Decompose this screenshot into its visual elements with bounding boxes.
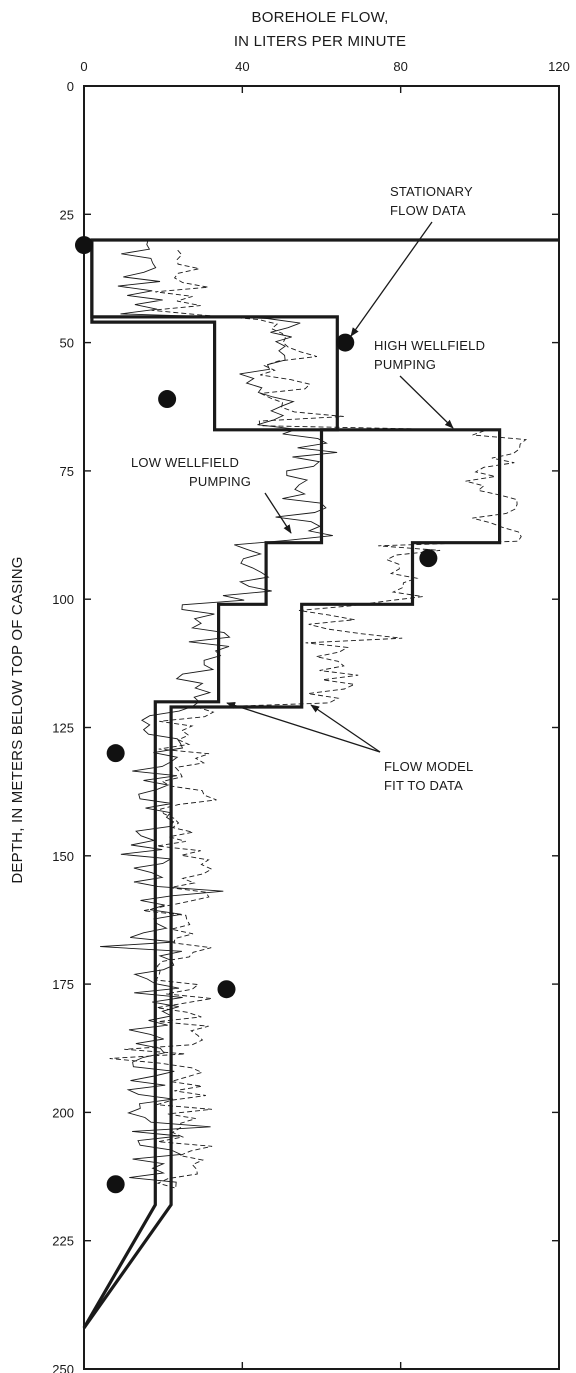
annotation-stationary-flow-data: STATIONARY FLOW DATA bbox=[350, 184, 473, 337]
y-tick-label: 25 bbox=[60, 207, 74, 222]
low-wellfield-trace bbox=[100, 239, 338, 1187]
annotation-high-line-2: PUMPING bbox=[374, 357, 436, 372]
y-tick-label: 225 bbox=[52, 1234, 74, 1249]
x-tick-label: 40 bbox=[235, 59, 249, 74]
x-tick-label: 80 bbox=[393, 59, 407, 74]
data-layer bbox=[100, 239, 528, 1189]
x-axis-title-line-1: BOREHOLE FLOW, bbox=[252, 9, 389, 26]
y-tick-label: 200 bbox=[52, 1105, 74, 1120]
annotation-model-arrow-left bbox=[226, 702, 381, 753]
stationary-flow-point bbox=[106, 744, 125, 763]
annotation-stationary-line-2: FLOW DATA bbox=[390, 203, 466, 218]
stationary-flow-point bbox=[217, 980, 236, 999]
y-tick-label: 75 bbox=[60, 464, 74, 479]
flow-model-line-2 bbox=[82, 240, 502, 1329]
annotation-low-arrow bbox=[264, 492, 292, 534]
stationary-flow-point bbox=[106, 1175, 125, 1194]
stationary-dots-layer bbox=[75, 236, 438, 1194]
stationary-flow-point bbox=[158, 390, 177, 409]
annotation-high-arrow bbox=[399, 375, 454, 429]
y-tick-label: 250 bbox=[52, 1362, 74, 1373]
annotation-low-line-1: LOW WELLFIELD bbox=[131, 455, 239, 470]
y-tick-label: 50 bbox=[60, 336, 74, 351]
annotation-model-line-1: FLOW MODEL bbox=[384, 759, 473, 774]
axis-ticks: 0 40 80 120 0 25 50 75 100 125 150 175 200 225 250 bbox=[52, 59, 570, 1373]
annotation-stationary-line-1: STATIONARY bbox=[390, 184, 473, 199]
stationary-flow-point bbox=[75, 236, 93, 255]
x-axis-title-line-2: IN LITERS PER MINUTE bbox=[234, 33, 406, 50]
annotation-low-line-2: PUMPING bbox=[189, 474, 251, 489]
y-tick-label: 150 bbox=[52, 849, 74, 864]
annotation-stationary-arrow bbox=[350, 221, 433, 337]
stationary-flow-point bbox=[419, 549, 438, 568]
x-tick-label: 120 bbox=[548, 59, 570, 74]
annotation-high-wellfield: HIGH WELLFIELD PUMPING bbox=[374, 338, 485, 429]
flow-model-layer bbox=[82, 238, 559, 1329]
flow-model-line-1 bbox=[82, 238, 559, 1329]
y-tick-label: 175 bbox=[52, 977, 74, 992]
y-axis-title: DEPTH, IN METERS BELOW TOP OF CASING bbox=[9, 556, 26, 883]
y-tick-label: 125 bbox=[52, 721, 74, 736]
x-tick-label: 0 bbox=[80, 59, 87, 74]
annotation-model-arrow-right bbox=[310, 704, 381, 753]
y-tick-label: 100 bbox=[52, 592, 74, 607]
annotation-low-wellfield: LOW WELLFIELD PUMPING bbox=[131, 455, 292, 534]
annotation-model-line-2: FIT TO DATA bbox=[384, 778, 463, 793]
annotation-high-line-1: HIGH WELLFIELD bbox=[374, 338, 485, 353]
annotation-flow-model: FLOW MODEL FIT TO DATA bbox=[226, 702, 473, 793]
y-tick-label: 0 bbox=[67, 79, 74, 94]
stationary-flow-point bbox=[336, 333, 355, 352]
high-wellfield-trace bbox=[109, 249, 528, 1189]
